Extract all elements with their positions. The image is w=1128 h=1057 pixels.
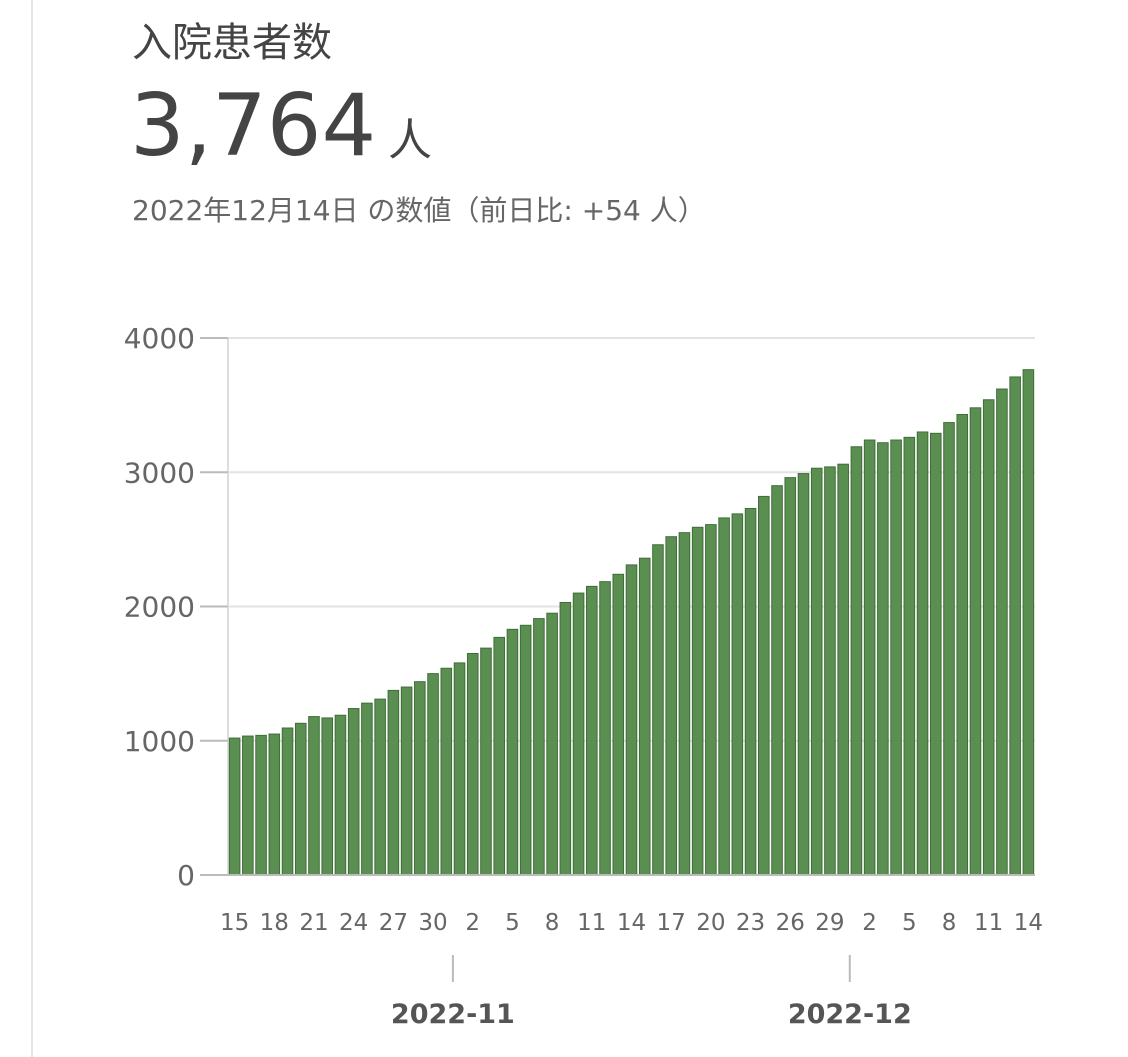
- bar: [982, 399, 995, 876]
- x-tick-label: 24: [339, 910, 368, 936]
- bar: [929, 432, 942, 876]
- x-tick-label: 5: [902, 910, 917, 936]
- x-tick-label: 17: [657, 910, 686, 936]
- bar: [572, 592, 585, 876]
- bar: [361, 702, 373, 876]
- bar: [612, 573, 625, 876]
- x-tick-label: 27: [379, 910, 408, 936]
- bar: [599, 581, 611, 876]
- bar: [969, 407, 982, 876]
- bar: [863, 439, 876, 876]
- bar: [731, 513, 744, 876]
- bar: [837, 463, 849, 876]
- bar: [638, 557, 651, 876]
- y-tick-label: 2000: [124, 591, 195, 624]
- x-tick-label: 18: [260, 910, 289, 936]
- bar: [559, 601, 572, 876]
- x-tick-label: 14: [617, 910, 646, 936]
- bar: [387, 689, 400, 876]
- bar: [691, 526, 704, 876]
- bar: [255, 734, 267, 876]
- x-tick-label: 21: [299, 910, 328, 936]
- bar: [1009, 376, 1021, 876]
- y-tick-label: 3000: [124, 456, 195, 489]
- headline-unit: 人: [388, 115, 432, 166]
- x-tick-label: 23: [736, 910, 765, 936]
- bar: [903, 436, 916, 876]
- x-tick-label: 2: [862, 910, 877, 936]
- bar: [427, 673, 439, 876]
- bar: [877, 442, 889, 876]
- bar: [718, 517, 730, 876]
- bar: [308, 716, 320, 876]
- bar: [506, 628, 519, 876]
- bar: [810, 467, 823, 876]
- bar: [242, 735, 254, 876]
- y-tick-label: 0: [177, 859, 195, 892]
- bar: [466, 652, 479, 876]
- x-tick-label: 26: [776, 910, 805, 936]
- bar: [1022, 369, 1035, 876]
- bar: [916, 431, 929, 876]
- x-tick-label: 20: [696, 910, 725, 936]
- bar: [956, 414, 969, 876]
- bar: [652, 544, 664, 876]
- bar: [784, 477, 797, 876]
- bar: [400, 686, 413, 876]
- bar: [453, 662, 466, 876]
- bar: [586, 585, 598, 876]
- bar: [281, 727, 294, 876]
- bar: [334, 714, 347, 876]
- chart-title: 入院患者数: [132, 20, 332, 66]
- bar: [294, 722, 307, 876]
- x-tick-label: 14: [1014, 910, 1043, 936]
- bar: [533, 618, 545, 876]
- x-tick-label: 30: [418, 910, 447, 936]
- bar: [493, 636, 505, 876]
- bar: [374, 698, 386, 876]
- bar: [824, 466, 836, 876]
- bar: [890, 439, 902, 876]
- bar: [625, 564, 638, 876]
- bar: [228, 737, 241, 876]
- bar: [996, 388, 1008, 876]
- bar: [321, 717, 334, 876]
- bar: [347, 708, 360, 876]
- bar: [771, 485, 783, 876]
- y-tick-label: 1000: [124, 725, 195, 758]
- bar: [943, 422, 955, 876]
- headline-value: 3,764: [130, 76, 376, 176]
- x-tick-label: 5: [505, 910, 520, 936]
- bar: [758, 495, 770, 876]
- x-tick-label: 11: [577, 910, 606, 936]
- bar: [797, 473, 810, 876]
- bar: [665, 536, 677, 876]
- bar: [480, 647, 492, 876]
- month-label: 2022-11: [391, 999, 515, 1030]
- y-tick-label: 4000: [124, 322, 195, 355]
- x-tick-label: 29: [815, 910, 844, 936]
- bar: [440, 667, 453, 876]
- bar: [268, 733, 281, 876]
- x-tick-label: 11: [974, 910, 1003, 936]
- x-tick-label: 2: [465, 910, 480, 936]
- bar: [414, 681, 426, 876]
- x-tick-label: 15: [220, 910, 249, 936]
- subtitle: 2022年12月14日 の数値（前日比: +54 人）: [132, 194, 706, 227]
- bar: [850, 446, 863, 876]
- bar: [546, 612, 558, 876]
- bar: [678, 532, 691, 876]
- x-tick-label: 8: [545, 910, 560, 936]
- bar: [705, 524, 717, 876]
- bar: [744, 507, 757, 876]
- month-label: 2022-12: [788, 999, 912, 1030]
- x-tick-label: 8: [942, 910, 957, 936]
- bar: [519, 624, 532, 876]
